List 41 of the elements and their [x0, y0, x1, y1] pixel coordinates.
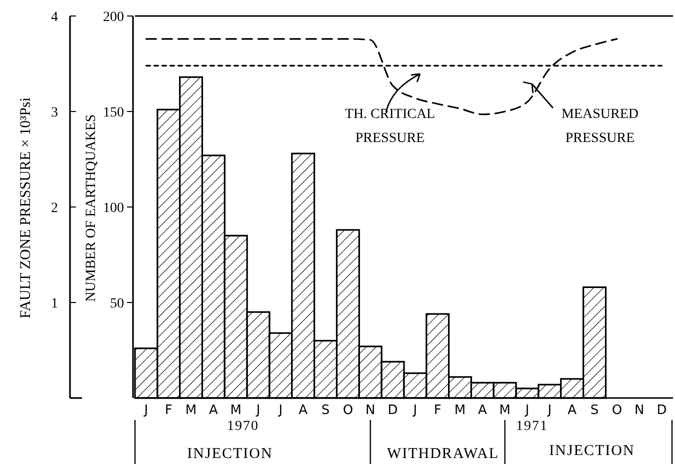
- text: TH. CRITICAL PRESSURE: [344, 107, 436, 146]
- x-tick-label: F: [164, 403, 172, 418]
- text: MEASURED PRESSURE: [561, 107, 639, 146]
- x-tick-label: A: [568, 403, 577, 418]
- y2-tick-label: 1: [51, 296, 58, 312]
- y-tick-label: 150: [103, 105, 124, 120]
- x-tick-label: M: [185, 403, 197, 418]
- x-tick-label: F: [434, 403, 442, 418]
- y2-tick-label: 3: [51, 105, 58, 120]
- x-tick-label: J: [524, 403, 530, 418]
- x-tick-label: N: [366, 403, 376, 418]
- x-tick-label: A: [209, 403, 218, 418]
- x-tick-label: M: [230, 403, 242, 418]
- text: WITHDRAWAL: [386, 446, 500, 462]
- x-tick-label: S: [321, 403, 330, 418]
- y-tick-label: 50: [110, 296, 124, 312]
- x-tick-label: A: [478, 403, 488, 418]
- y2-tick-label: 2: [51, 200, 58, 216]
- x-tick-label: J: [412, 403, 418, 418]
- x-tick-label: J: [278, 403, 283, 418]
- y-tick-label: 200: [103, 10, 124, 25]
- x-tick-label: M: [454, 403, 466, 418]
- y-axis-title: NUMBER OF EARTHQUAKES: [84, 114, 99, 302]
- y2-tick-label: 4: [51, 10, 58, 25]
- y2-axis-title: FAULT ZONE PRESSURE × 10³Psi: [18, 97, 34, 319]
- x-tick-label: J: [255, 403, 260, 418]
- x-tick-label: N: [634, 403, 644, 418]
- x-tick-label: D: [656, 403, 667, 418]
- x-tick-label: J: [546, 403, 552, 418]
- text: INJECTION: [187, 446, 273, 462]
- text: 1970: [227, 419, 259, 434]
- x-tick-label: A: [298, 403, 308, 418]
- text: INJECTION: [549, 443, 635, 459]
- x-tick-label: M: [499, 403, 510, 418]
- x-tick-label: S: [590, 403, 599, 418]
- text: 1971: [516, 419, 548, 434]
- y-tick-label: 100: [103, 200, 124, 216]
- x-tick-label: D: [388, 403, 398, 418]
- x-tick-label: O: [342, 403, 354, 418]
- x-tick-label: O: [612, 403, 622, 418]
- x-tick-label: J: [143, 403, 148, 418]
